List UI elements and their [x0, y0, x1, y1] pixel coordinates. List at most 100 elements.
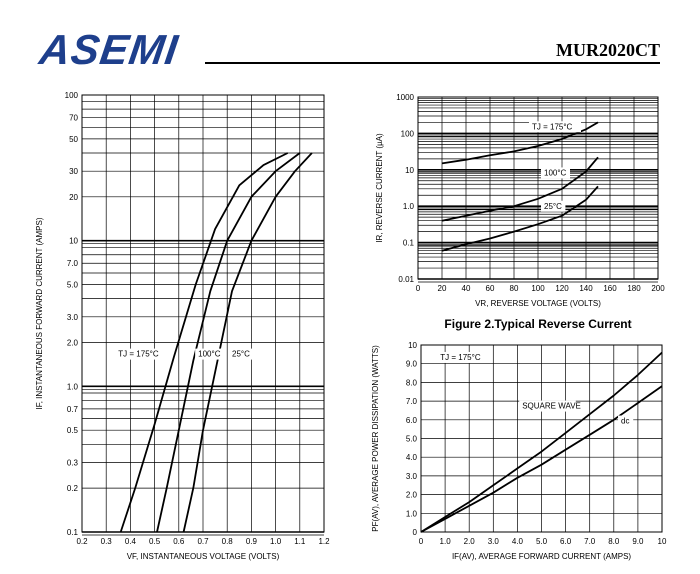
reverse-annotation-tj175: TJ = 175°C	[532, 122, 573, 131]
reverse-x-tick-label: 160	[603, 284, 617, 293]
power-x-tick-label: 8.0	[608, 537, 620, 546]
power-y-tick-label: 4.0	[406, 453, 418, 462]
forward-annotation-tj175: TJ = 175°C	[118, 350, 159, 359]
forward-x-tick-label: 1.1	[294, 537, 306, 546]
power-plot-frame	[420, 344, 663, 533]
reverse-y-tick-label: 100	[401, 129, 415, 138]
power-series-line	[420, 351, 663, 533]
power-annotation-dc-bg	[618, 415, 634, 427]
forward-y-tick-label: 0.3	[67, 458, 79, 467]
power-y-axis-label: PF(AV), AVERAGE POWER DISSIPATION (WATTS…	[371, 345, 380, 532]
forward-x-tick-label: 0.9	[246, 537, 258, 546]
power-x-tick-label: 1.0	[440, 537, 452, 546]
power-x-tick-label: 0	[419, 537, 424, 546]
forward-x-tick-label: 0.6	[173, 537, 185, 546]
power-x-tick-label: 7.0	[584, 537, 596, 546]
reverse-x-tick-label: 80	[510, 284, 519, 293]
forward-annotation-25c-bg	[229, 348, 254, 360]
forward-x-tick-label: 0.8	[222, 537, 234, 546]
forward-x-tick-label: 0.7	[197, 537, 209, 546]
reverse-chart-title: Figure 2.Typical Reverse Current	[444, 317, 631, 331]
forward-y-tick-label: 10	[69, 237, 78, 246]
forward-y-tick-label: 5.0	[67, 281, 79, 290]
power-x-tick-label: 2.0	[464, 537, 476, 546]
forward-x-tick-label: 0.5	[149, 537, 161, 546]
part-number: MUR2020CT	[556, 40, 660, 60]
power-annotation-tj175-bg	[437, 351, 490, 363]
forward-y-tick-label: 1.0	[67, 382, 79, 391]
power-y-tick-label: 7.0	[406, 397, 418, 406]
forward-annotation-100c: 100°C	[198, 350, 221, 359]
power-x-tick-label: 10	[658, 537, 667, 546]
reverse-annotation-25c: 25°C	[544, 202, 562, 211]
power-y-tick-label: 9.0	[406, 360, 418, 369]
power-y-tick-label: 10	[408, 341, 417, 350]
reverse-annotation-25c-bg	[541, 200, 566, 212]
reverse-plot-frame	[417, 96, 659, 280]
power-x-tick-label: 3.0	[488, 537, 500, 546]
forward-y-tick-label: 20	[69, 193, 78, 202]
reverse-x-tick-label: 0	[416, 284, 421, 293]
reverse-y-tick-label: 0.01	[398, 275, 414, 284]
reverse-x-axis-label: VR, REVERSE VOLTAGE (VOLTS)	[475, 299, 601, 308]
forward-y-tick-label: 100	[65, 91, 79, 100]
forward-y-tick-label: 30	[69, 167, 78, 176]
forward-x-tick-label: 1.0	[270, 537, 282, 546]
power-x-axis-label: IF(AV), AVERAGE FORWARD CURRENT (AMPS)	[452, 552, 631, 561]
forward-plot-frame	[81, 94, 325, 533]
reverse-x-tick-label: 200	[651, 284, 665, 293]
forward-x-tick-label: 1.2	[318, 537, 330, 546]
forward-y-tick-label: 2.0	[67, 338, 79, 347]
forward-y-tick-label: 7.0	[67, 259, 79, 268]
forward-annotation-100c-bg	[195, 348, 225, 360]
power-annotation-dc: dc	[621, 417, 629, 426]
reverse-x-tick-label: 40	[462, 284, 471, 293]
power-x-tick-label: 4.0	[512, 537, 524, 546]
power-y-tick-label: 0	[413, 528, 418, 537]
power-y-tick-label: 2.0	[406, 491, 418, 500]
reverse-y-tick-label: 1000	[396, 93, 414, 102]
reverse-series-line	[441, 121, 599, 165]
power-x-tick-label: 6.0	[560, 537, 572, 546]
reverse-series-line	[441, 185, 599, 252]
reverse-x-tick-label: 120	[555, 284, 569, 293]
forward-x-tick-label: 0.4	[125, 537, 137, 546]
reverse-y-tick-label: 10	[405, 166, 414, 175]
forward-x-tick-label: 0.3	[101, 537, 113, 546]
forward-series-line	[182, 152, 313, 533]
forward-y-tick-label: 0.7	[67, 405, 79, 414]
forward-series-line	[156, 152, 301, 533]
reverse-annotation-100c: 100°C	[544, 168, 567, 177]
forward-y-tick-label: 3.0	[67, 313, 79, 322]
forward-y-axis-label: IF, INSTANTANEOUS FORWARD CURRENT (AMPS)	[35, 217, 44, 409]
forward-y-tick-label: 0.5	[67, 426, 79, 435]
power-series-line	[420, 385, 663, 533]
power-y-tick-label: 8.0	[406, 378, 418, 387]
reverse-series-line	[441, 156, 599, 222]
power-x-tick-label: 9.0	[632, 537, 644, 546]
reverse-x-tick-label: 100	[531, 284, 545, 293]
forward-y-tick-label: 0.1	[67, 528, 79, 537]
power-y-tick-label: 5.0	[406, 435, 418, 444]
power-annotation-square-wave: SQUARE WAVE	[522, 402, 581, 411]
reverse-x-tick-label: 180	[627, 284, 641, 293]
reverse-annotation-tj175-bg	[529, 121, 581, 133]
power-annotation-square-wave-bg	[519, 400, 576, 412]
power-x-tick-label: 5.0	[536, 537, 548, 546]
power-y-tick-label: 6.0	[406, 416, 418, 425]
power-y-tick-label: 3.0	[406, 472, 418, 481]
forward-annotation-25c: 25°C	[232, 350, 250, 359]
reverse-x-tick-label: 60	[486, 284, 495, 293]
forward-x-tick-label: 0.2	[76, 537, 88, 546]
forward-annotation-tj175-bg	[115, 348, 168, 360]
forward-y-tick-label: 0.2	[67, 484, 79, 493]
power-annotation-tj175: TJ = 175°C	[440, 353, 481, 362]
reverse-x-tick-label: 140	[579, 284, 593, 293]
reverse-annotation-100c-bg	[541, 167, 570, 179]
reverse-y-tick-label: 0.1	[403, 239, 415, 248]
reverse-y-tick-label: 1.0	[403, 202, 415, 211]
power-y-tick-label: 1.0	[406, 509, 418, 518]
header-rule	[205, 62, 660, 64]
reverse-x-tick-label: 20	[438, 284, 447, 293]
